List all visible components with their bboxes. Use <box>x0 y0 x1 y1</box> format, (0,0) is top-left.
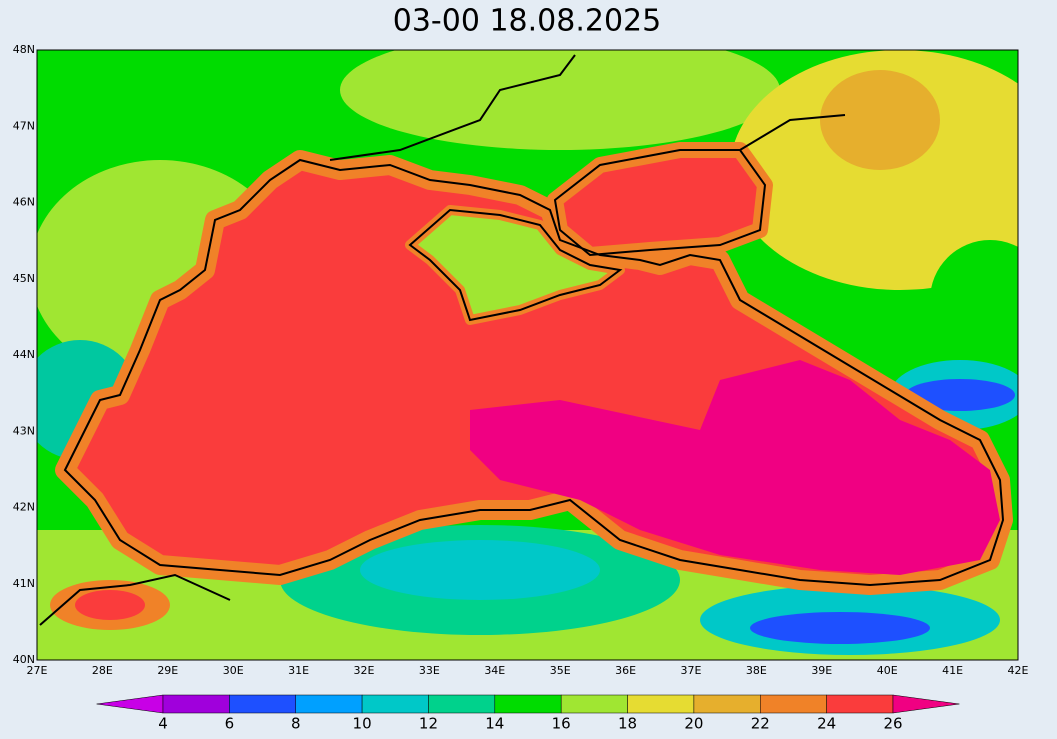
lat-label: 45N <box>13 272 35 285</box>
colorbar-label: 6 <box>225 715 235 733</box>
colorbar-segment <box>361 694 429 714</box>
colorbar-label: 16 <box>552 715 571 733</box>
lon-label: 35E <box>550 664 571 677</box>
colorbar-segment <box>162 694 230 714</box>
colorbar-label: 10 <box>353 715 372 733</box>
colorbar-label: 24 <box>817 715 836 733</box>
lon-label: 36E <box>615 664 636 677</box>
colorbar-segment <box>693 694 761 714</box>
lon-label: 27E <box>27 664 48 677</box>
lon-label: 33E <box>419 664 440 677</box>
lon-label: 29E <box>157 664 178 677</box>
lon-label: 32E <box>354 664 375 677</box>
lat-label: 47N <box>13 119 35 132</box>
lon-label: 41E <box>942 664 963 677</box>
lon-label: 30E <box>223 664 244 677</box>
lon-label: 38E <box>746 664 767 677</box>
colorbar-segment <box>428 694 496 714</box>
colorbar-segment <box>295 694 363 714</box>
colorbar-label: 26 <box>883 715 902 733</box>
colorbar-segment <box>494 694 562 714</box>
lon-label: 34E <box>484 664 505 677</box>
map-frame <box>36 49 1019 661</box>
colorbar-label: 18 <box>618 715 637 733</box>
lat-label: 46N <box>13 196 35 209</box>
lat-label: 48N <box>13 43 35 56</box>
colorbar-segment <box>560 694 628 714</box>
lon-label: 40E <box>877 664 898 677</box>
colorbar-arrow <box>96 694 164 714</box>
colorbar-segment <box>229 694 296 714</box>
colorbar-label: 8 <box>291 715 301 733</box>
colorbar-label: 12 <box>419 715 438 733</box>
colorbar-arrow <box>892 694 960 714</box>
lon-label: 42E <box>1008 664 1029 677</box>
colorbar-segment <box>760 694 827 714</box>
lat-label: 44N <box>13 348 35 361</box>
lon-label: 37E <box>681 664 702 677</box>
lat-label: 42N <box>13 501 35 514</box>
colorbar-label: 22 <box>751 715 770 733</box>
map-title: 03-00 18.08.2025 <box>393 4 661 39</box>
colorbar-label: 14 <box>485 715 504 733</box>
colorbar-segment <box>826 694 894 714</box>
lat-label: 43N <box>13 424 35 437</box>
lon-label: 31E <box>288 664 309 677</box>
colorbar-label: 20 <box>684 715 703 733</box>
colorbar: 4 6 8 10 12 14 16 18 20 22 24 26 <box>96 694 960 733</box>
lon-label: 28E <box>92 664 113 677</box>
colorbar-segment <box>627 694 695 714</box>
temperature-field <box>37 50 1018 660</box>
lon-label: 39E <box>811 664 832 677</box>
colorbar-label: 4 <box>158 715 168 733</box>
lat-label: 41N <box>13 577 35 590</box>
lat-label: 40N <box>13 653 35 666</box>
